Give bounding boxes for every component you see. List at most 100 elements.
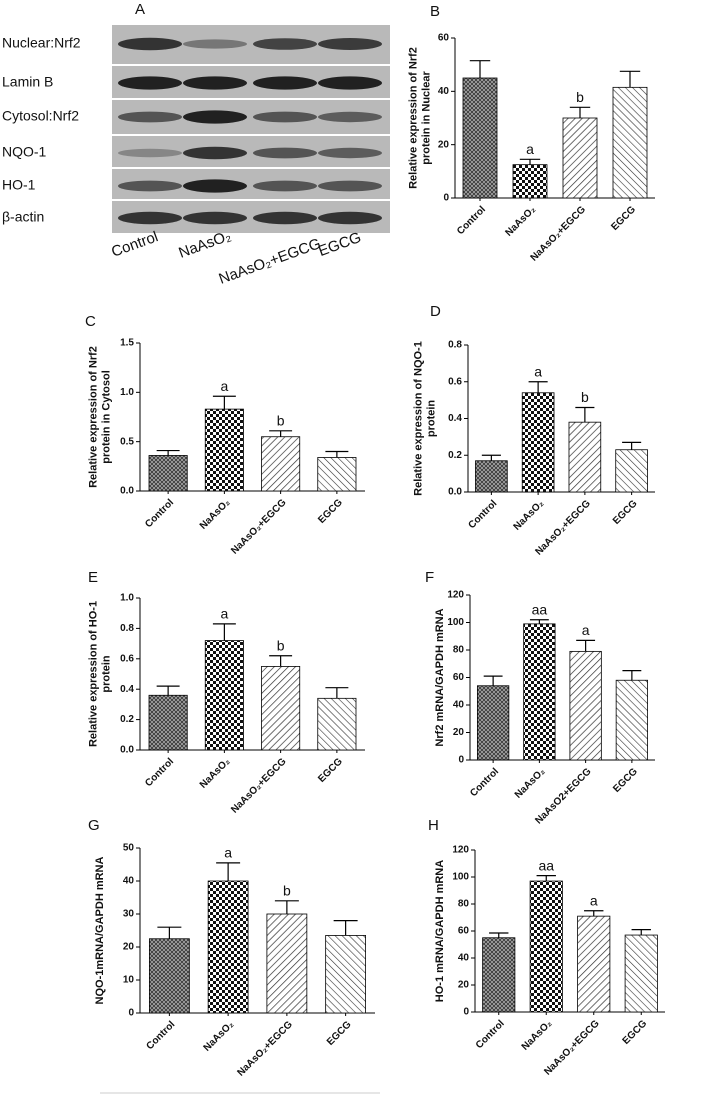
significance-label: b (277, 637, 285, 653)
y-axis-title-line: Nrf2 mRNA/GAPDH mRNA (434, 608, 446, 746)
bar (266, 913, 308, 1014)
panel-letter: B (430, 3, 440, 20)
blot-band (183, 110, 247, 124)
x-tick-label: EGCG (611, 766, 640, 795)
y-tick-label: 120 (452, 845, 469, 856)
blot-row-label: Nuclear:Nrf2 (2, 35, 81, 51)
y-axis-title-line: NQO-1mRNA/GAPDH mRNA (94, 856, 106, 1004)
panel-letter: D (430, 303, 441, 320)
bar (624, 934, 658, 1013)
significance-label: b (277, 413, 285, 429)
x-tick-label: Control (466, 498, 499, 531)
y-tick-label: 0 (443, 193, 449, 204)
panel-letter: G (88, 817, 100, 834)
bar (462, 77, 498, 199)
y-tick-label: 10 (123, 975, 135, 986)
bar (615, 449, 648, 493)
bar (568, 421, 602, 493)
blot-band (253, 180, 317, 192)
bar (317, 457, 357, 492)
x-tick-label: Control (468, 766, 501, 799)
y-tick-label: 0.8 (120, 623, 134, 634)
y-tick-label: 1.0 (120, 593, 134, 604)
y-tick-label: 0.5 (120, 436, 134, 447)
y-axis-title: Relative expression of Nrf2protein in Cy… (87, 346, 112, 488)
y-tick-label: 60 (438, 33, 450, 44)
blot-band (253, 38, 317, 50)
significance-label: aa (532, 601, 548, 617)
y-tick-label: 20 (438, 139, 450, 150)
y-tick-label: 0.2 (120, 714, 134, 725)
blot-band (118, 76, 182, 90)
x-tick-label: NaAsO₂ (198, 756, 233, 791)
bar (325, 935, 366, 1014)
bar (148, 938, 190, 1014)
x-tick-label: EGCG (316, 497, 345, 526)
bar (261, 436, 301, 492)
y-axis-title-line: Relative expression of Nrf2 (407, 47, 419, 189)
y-axis-title-line: Relative expression of NQO-1 (412, 341, 424, 496)
blot-band (253, 76, 317, 90)
x-tick-label: NaAsO₂ (198, 497, 233, 532)
y-tick-label: 0.6 (448, 376, 462, 387)
y-axis-title-line: protein in Nuclear (420, 71, 432, 165)
bar (569, 650, 602, 761)
y-axis-title: HO-1 mRNA/GAPDH mRNA (434, 860, 446, 1002)
x-tick-label: EGCG (611, 498, 640, 527)
significance-label: a (220, 606, 228, 622)
bar (615, 679, 649, 761)
y-tick-label: 1.5 (120, 338, 134, 349)
bar (207, 880, 249, 1014)
bar (317, 697, 357, 751)
y-tick-label: 40 (438, 86, 450, 97)
y-tick-label: 0 (128, 1008, 134, 1019)
y-axis-title: Relative expression of Nrf2protein in Nu… (407, 47, 432, 189)
blot-band (183, 76, 247, 90)
y-tick-label: 20 (123, 942, 135, 953)
bar (475, 460, 508, 493)
y-tick-label: 0.4 (120, 684, 134, 695)
y-tick-label: 20 (458, 980, 470, 991)
blot-band (118, 211, 182, 225)
bar (521, 392, 555, 493)
bar (148, 694, 188, 751)
y-axis-title: Relative expression of HO-1protein (87, 601, 112, 747)
blot-band (183, 179, 247, 193)
y-tick-label: 0 (463, 1007, 469, 1018)
bar (562, 117, 598, 199)
bar (512, 164, 548, 199)
y-axis-title: NQO-1mRNA/GAPDH mRNA (94, 856, 106, 1004)
y-tick-label: 100 (452, 872, 469, 883)
bar (148, 455, 188, 492)
bar (523, 623, 556, 761)
blot-row-label: β-actin (2, 209, 44, 225)
x-tick-label: NaAsO₂+EGCG (529, 204, 589, 264)
x-tick-label: NaAsO₂ (202, 1019, 237, 1054)
blot-band (318, 147, 382, 159)
y-tick-label: 0.6 (120, 653, 134, 664)
bar (482, 937, 516, 1013)
significance-label: b (581, 389, 589, 405)
y-tick-label: 1.0 (120, 387, 134, 398)
blot-band (253, 147, 317, 159)
blot-background (112, 25, 390, 233)
y-tick-label: 120 (447, 590, 464, 601)
bar (476, 685, 510, 761)
blot-band (183, 211, 247, 225)
bar (529, 880, 563, 1013)
panel-letter: F (425, 569, 434, 586)
y-tick-label: 60 (453, 672, 465, 683)
blot-band (318, 38, 382, 50)
blot-column-label: EGCG (316, 229, 363, 260)
y-tick-label: 20 (453, 727, 465, 738)
blot-band (118, 148, 182, 158)
y-tick-label: 0.0 (120, 745, 134, 756)
y-tick-label: 0.0 (120, 486, 134, 497)
y-tick-label: 30 (123, 909, 135, 920)
significance-label: aa (538, 857, 554, 873)
y-tick-label: 0.4 (448, 413, 462, 424)
significance-label: a (582, 622, 590, 638)
x-tick-label: Control (474, 1018, 507, 1051)
x-tick-label: NaAsO₂+EGCG (235, 1019, 295, 1079)
significance-label: a (526, 141, 534, 157)
